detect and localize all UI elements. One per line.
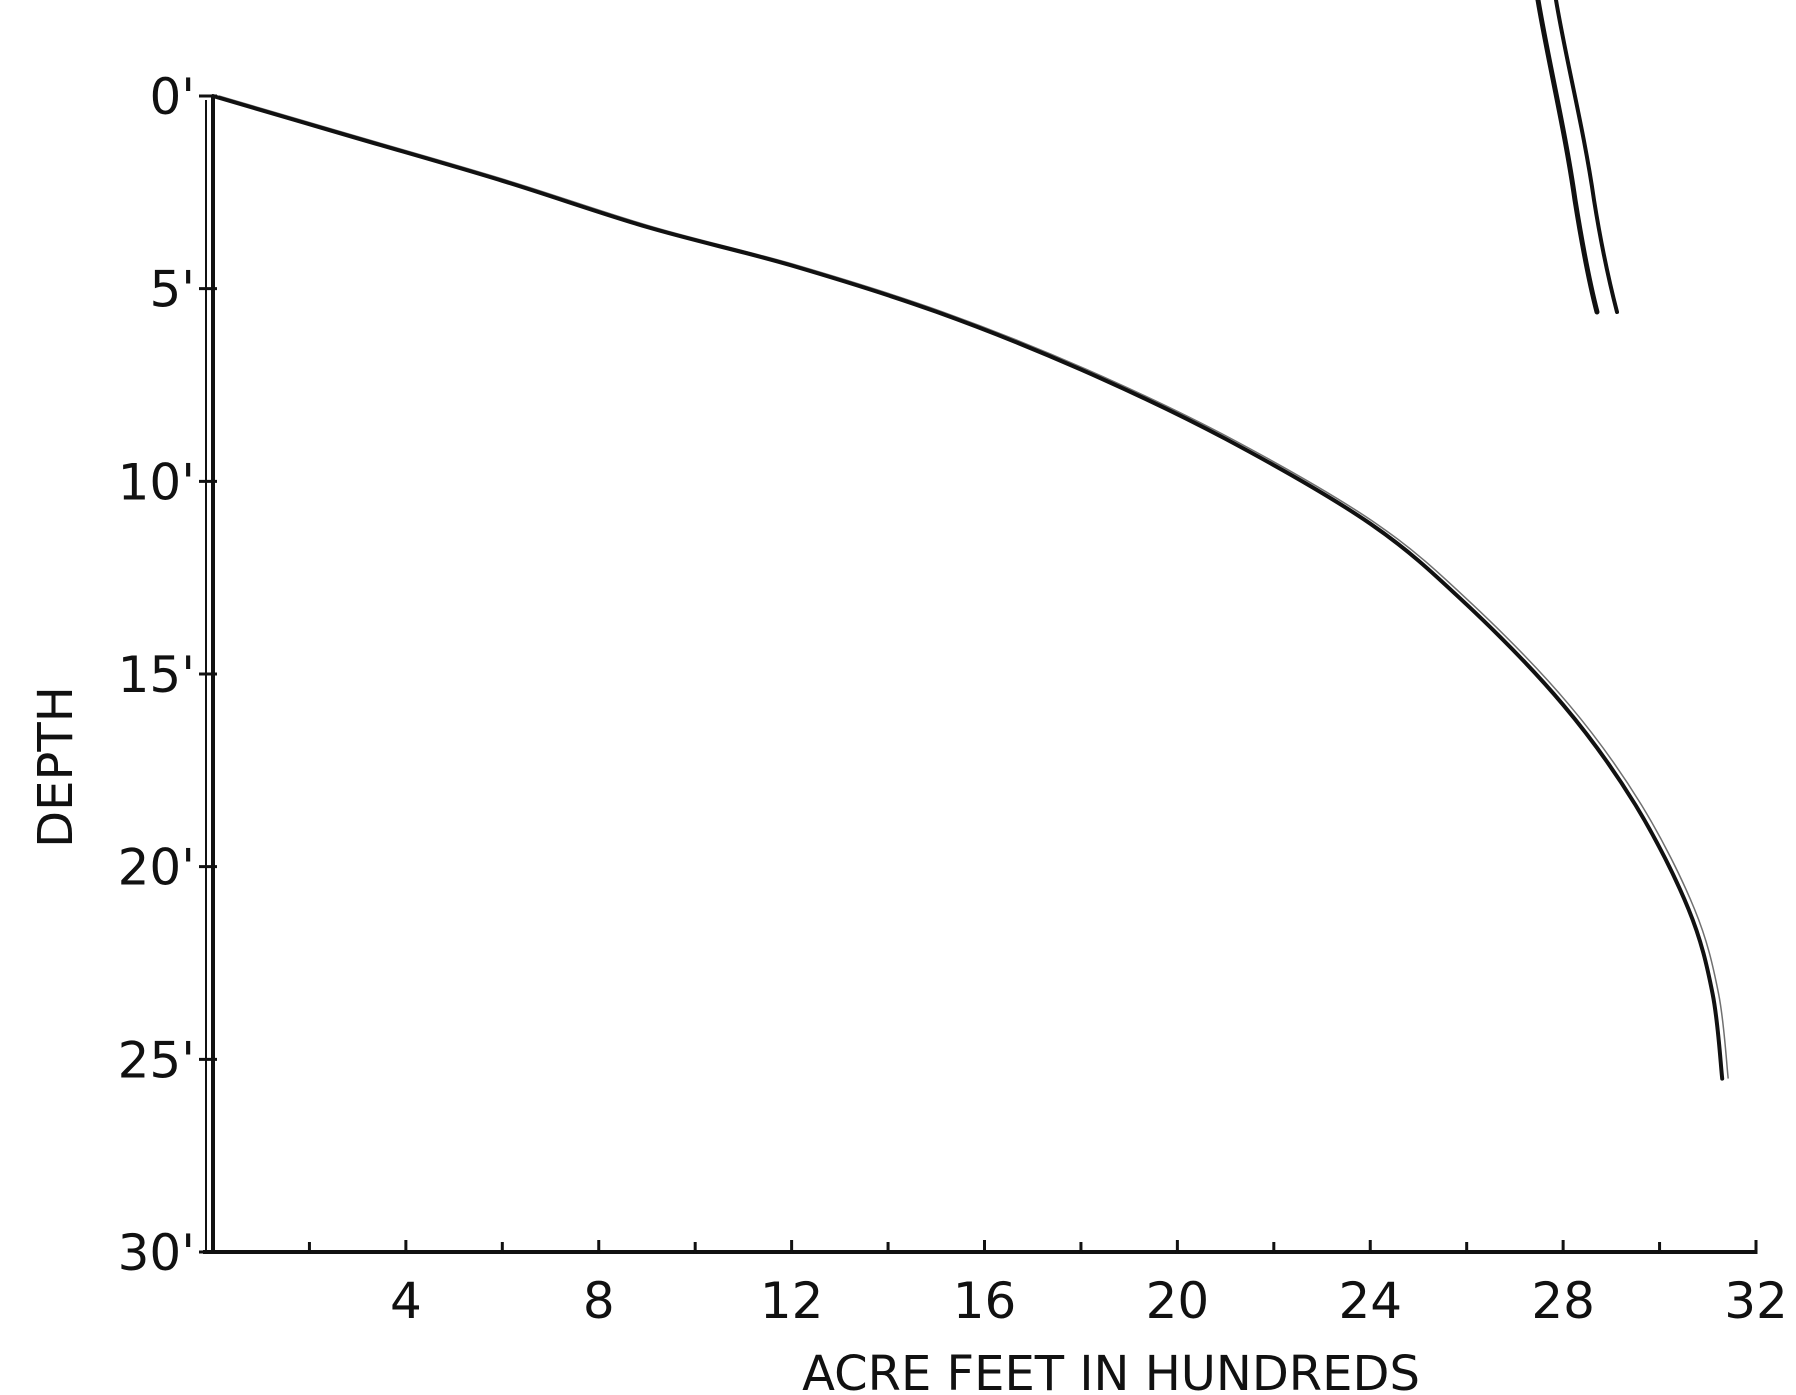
x-tick-label: 12	[760, 1272, 824, 1330]
x-tick-label: 4	[390, 1272, 422, 1330]
decorative-marks	[1535, 0, 1619, 315]
y-tick-label: 25'	[118, 1031, 195, 1089]
y-tick-label: 5'	[149, 261, 195, 319]
series	[211, 94, 1729, 1081]
x-tick-label: 24	[1338, 1272, 1402, 1330]
y-tick-label: 10'	[118, 453, 195, 511]
x-tick-label: 32	[1724, 1272, 1788, 1330]
tick-labels: 0' 5' 10' 15' 20' 25' 30' 4 8 12 16 20 24 28 32	[118, 68, 1788, 1330]
y-tick-label: 30'	[118, 1224, 195, 1282]
ticks	[199, 94, 1758, 1254]
y-axis-label: DEPTH	[28, 686, 84, 848]
x-axis-label: ACRE FEET IN HUNDREDS	[802, 1346, 1420, 1395]
x-tick-label: 16	[953, 1272, 1017, 1330]
axes	[203, 96, 1756, 1254]
depth-capacity-curve-edge	[218, 95, 1729, 1079]
y-tick-label: 15'	[118, 646, 195, 704]
x-tick-label: 8	[583, 1272, 615, 1330]
ink-stroke	[1554, 0, 1619, 314]
depth-capacity-curve	[211, 94, 1725, 1081]
y-tick-label: 0'	[149, 68, 195, 126]
y-tick-label: 20'	[118, 839, 195, 897]
x-tick-label: 20	[1146, 1272, 1210, 1330]
x-tick-label: 28	[1531, 1272, 1595, 1330]
ink-stroke	[1535, 0, 1600, 315]
